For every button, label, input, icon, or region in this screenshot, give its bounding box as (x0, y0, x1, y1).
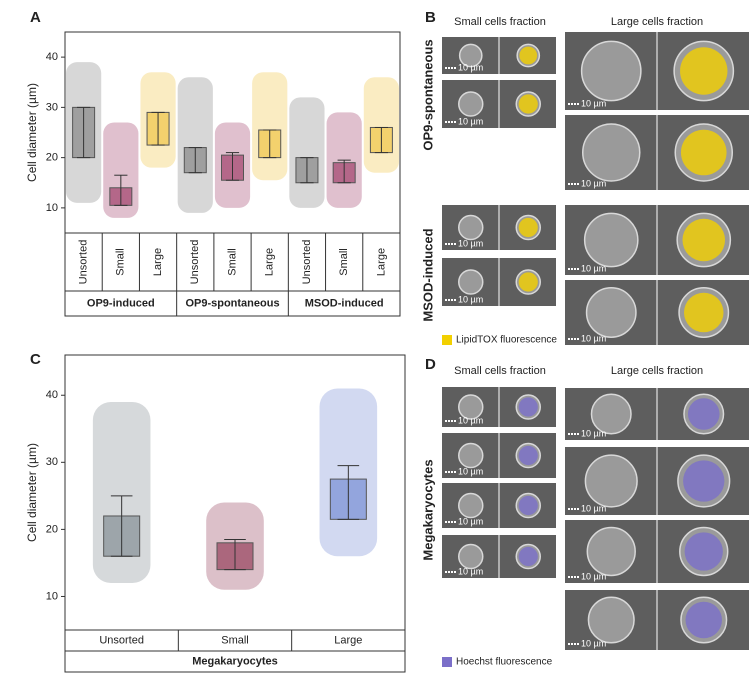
scale-label: 10 µm (581, 428, 606, 438)
y-tick-label: 20 (46, 152, 58, 164)
group-label: OP9-induced (87, 297, 155, 309)
fluorescence (687, 398, 720, 430)
scale-label: 10 µm (458, 566, 483, 576)
group-row (64, 290, 401, 317)
fluorescence (683, 460, 725, 502)
scale-label: 10 µm (458, 415, 483, 425)
point-spread (252, 72, 288, 181)
cell (458, 91, 484, 117)
cell (582, 123, 641, 182)
legend-label: Hoechst fluorescence (456, 657, 553, 668)
legend-swatch (442, 657, 452, 667)
fluorescence (680, 129, 727, 176)
y-axis-label: Cell diameter (µm) (25, 83, 39, 182)
category-label: Small (226, 248, 238, 276)
group-label: OP9-spontaneous (185, 297, 279, 309)
category-label: Unsorted (99, 634, 144, 646)
panel-label: D (425, 356, 436, 373)
cell (587, 596, 635, 644)
fluorescence (518, 397, 538, 417)
row-label: OP9-spontaneous (420, 39, 435, 150)
cell (583, 212, 639, 268)
y-tick-label: 30 (46, 456, 58, 468)
cell (458, 43, 483, 68)
category-label: Unsorted (189, 240, 201, 285)
cell (586, 526, 636, 577)
scale-label: 10 µm (581, 333, 606, 343)
legend-swatch (442, 335, 452, 345)
panel-label: B (425, 9, 436, 26)
fluorescence (685, 601, 722, 639)
cell (580, 40, 642, 102)
category-label: Unsorted (301, 240, 313, 285)
cell (458, 214, 484, 241)
panel-label: C (30, 351, 41, 368)
fluorescence (518, 445, 538, 466)
y-tick-label: 10 (46, 590, 58, 602)
column-header: Large cells fraction (611, 16, 703, 28)
row-label: MSOD-induced (420, 228, 435, 321)
category-label: Small (115, 248, 127, 276)
fluorescence (519, 46, 538, 65)
column-header: Large cells fraction (611, 365, 703, 377)
category-label: Small (338, 248, 350, 276)
cell (458, 442, 484, 469)
scale-label: 10 µm (458, 466, 483, 476)
category-label: Large (152, 248, 164, 276)
scale-label: 10 µm (581, 638, 606, 648)
fluorescence (518, 495, 538, 516)
point-spread (363, 77, 399, 173)
category-label: Large (264, 248, 276, 276)
fluorescence (683, 292, 724, 333)
scale-label: 10 µm (458, 516, 483, 526)
group-label: MSOD-induced (305, 297, 384, 309)
cell (590, 393, 632, 435)
fluorescence (682, 218, 726, 262)
panel-label: A (30, 9, 41, 26)
cell (458, 543, 484, 570)
fluorescence (680, 47, 728, 95)
fluorescence (518, 94, 538, 114)
legend-label: LipidTOX fluorescence (456, 335, 557, 346)
point-spread (289, 97, 325, 208)
y-tick-label: 10 (46, 202, 58, 214)
cell (585, 287, 637, 338)
row-label: Megakaryocytes (420, 459, 435, 560)
scale-label: 10 µm (458, 238, 483, 248)
cell (458, 269, 484, 295)
category-label: Large (375, 248, 387, 276)
y-tick-label: 40 (46, 389, 58, 401)
cell (584, 454, 638, 508)
scale-label: 10 µm (581, 263, 606, 273)
y-axis-label: Cell diameter (µm) (25, 443, 39, 542)
cell (458, 492, 484, 519)
category-label: Large (334, 634, 362, 646)
fluorescence (518, 546, 538, 567)
y-tick-label: 20 (46, 523, 58, 535)
fluorescence (684, 532, 723, 571)
y-tick-label: 40 (46, 51, 58, 63)
scale-label: 10 µm (581, 571, 606, 581)
category-label: Unsorted (78, 240, 90, 285)
scale-label: 10 µm (581, 503, 606, 513)
scale-label: 10 µm (581, 178, 606, 188)
category-label: Small (221, 634, 249, 646)
scale-label: 10 µm (458, 62, 483, 72)
group-label: Megakaryocytes (192, 655, 278, 667)
scale-label: 10 µm (458, 294, 483, 304)
scale-label: 10 µm (458, 116, 483, 126)
group-row (64, 650, 406, 673)
column-header: Small cells fraction (454, 16, 546, 28)
column-header: Small cells fraction (454, 365, 546, 377)
point-spread (177, 77, 213, 213)
fluorescence (518, 272, 538, 292)
y-tick-label: 30 (46, 101, 58, 113)
cell (458, 394, 484, 420)
scale-label: 10 µm (581, 98, 606, 108)
fluorescence (518, 217, 538, 238)
